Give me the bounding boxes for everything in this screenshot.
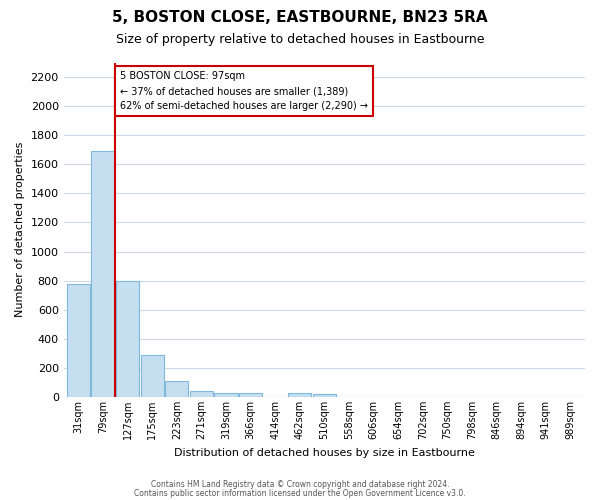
- Bar: [239, 393, 262, 397]
- Bar: [116, 280, 139, 397]
- Y-axis label: Number of detached properties: Number of detached properties: [15, 142, 25, 318]
- Text: 5, BOSTON CLOSE, EASTBOURNE, BN23 5RA: 5, BOSTON CLOSE, EASTBOURNE, BN23 5RA: [112, 10, 488, 25]
- X-axis label: Distribution of detached houses by size in Eastbourne: Distribution of detached houses by size …: [174, 448, 475, 458]
- Bar: [67, 284, 90, 397]
- Bar: [190, 391, 213, 397]
- Bar: [140, 355, 164, 397]
- Bar: [91, 151, 115, 397]
- Bar: [214, 392, 238, 397]
- Bar: [313, 394, 336, 397]
- Bar: [288, 394, 311, 397]
- Text: Contains HM Land Registry data © Crown copyright and database right 2024.: Contains HM Land Registry data © Crown c…: [151, 480, 449, 489]
- Text: Contains public sector information licensed under the Open Government Licence v3: Contains public sector information licen…: [134, 488, 466, 498]
- Text: 5 BOSTON CLOSE: 97sqm
← 37% of detached houses are smaller (1,389)
62% of semi-d: 5 BOSTON CLOSE: 97sqm ← 37% of detached …: [120, 71, 368, 111]
- Bar: [165, 381, 188, 397]
- Text: Size of property relative to detached houses in Eastbourne: Size of property relative to detached ho…: [116, 32, 484, 46]
